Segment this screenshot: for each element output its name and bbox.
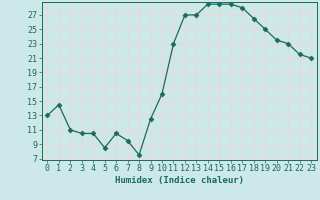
- X-axis label: Humidex (Indice chaleur): Humidex (Indice chaleur): [115, 176, 244, 185]
